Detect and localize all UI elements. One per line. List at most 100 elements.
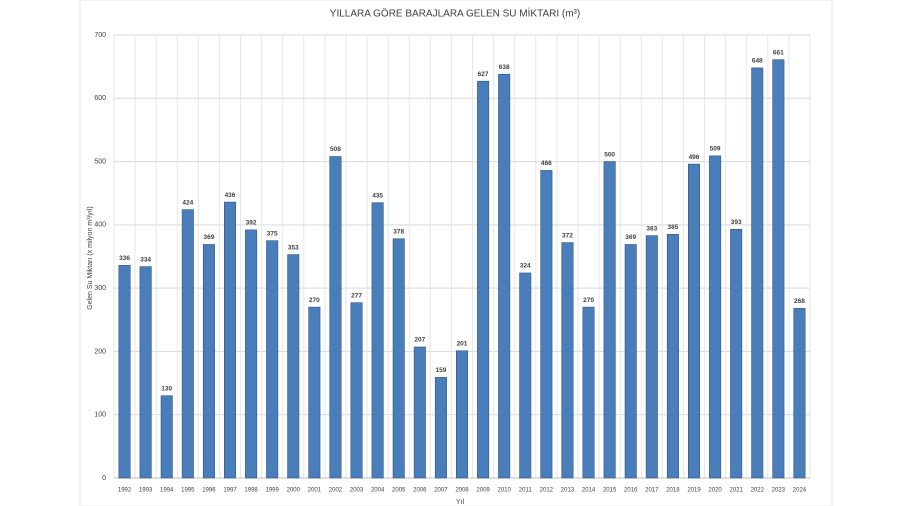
x-tick-label: 2011 [519,488,533,494]
data-label: 207 [414,337,425,344]
data-label: 353 [288,244,299,251]
x-tick-label: 2003 [350,488,364,494]
data-label: 627 [478,71,489,78]
bar [477,80,490,479]
data-label: 496 [689,154,700,161]
x-tick-label: 1992 [118,488,132,494]
bar [540,170,553,479]
bar [434,377,447,479]
x-tick-label: 2002 [329,488,343,494]
x-axis-label: Yıl [456,499,465,506]
bar [561,242,574,479]
data-label: 385 [667,224,678,231]
data-label: 509 [710,146,721,153]
bar [519,272,532,479]
x-tick-label: 2009 [476,488,490,494]
y-tick-label: 500 [94,158,106,165]
x-tick-label: 2007 [434,488,448,494]
bar [793,308,806,479]
bar [245,229,258,479]
x-tick-label: 2017 [645,488,659,494]
x-tick-label: 2024 [793,488,807,494]
bar [498,73,511,479]
bar [118,265,131,479]
bar [202,244,215,479]
data-label: 378 [393,228,404,235]
bar [772,59,785,479]
data-label: 375 [267,230,278,237]
bar [666,234,679,479]
bar [308,306,321,479]
bar [751,67,764,479]
data-label: 369 [203,234,214,241]
y-tick-label: 0 [102,475,106,482]
x-tick-label: 2000 [287,488,301,494]
bar [139,266,152,479]
data-label: 383 [646,225,657,232]
bar [582,306,595,479]
x-tick-label: 2001 [308,488,322,494]
y-tick-label: 600 [94,95,106,102]
bar [350,302,363,479]
bar [624,244,637,479]
x-tick-label: 1993 [139,488,153,494]
data-label: 486 [541,160,552,167]
x-tick-label: 2019 [687,488,701,494]
bar [413,346,426,479]
x-tick-label: 1998 [244,488,258,494]
x-tick-label: 2004 [371,488,385,494]
x-tick-label: 1996 [202,488,216,494]
bar [730,228,743,479]
data-label: 372 [562,232,573,239]
data-label: 638 [499,64,510,71]
x-tick-label: 2014 [582,488,596,494]
bar [224,201,236,479]
x-tick-label: 2012 [540,488,554,494]
bar [181,209,194,479]
x-tick-label: 1994 [160,488,174,494]
bar [456,350,468,479]
x-tick-label: 1999 [266,488,280,494]
data-label: 277 [351,292,362,299]
data-label: 324 [520,263,531,270]
bar [266,240,279,479]
bar [329,156,342,479]
data-label: 334 [140,256,151,263]
data-label: 661 [773,49,784,56]
x-tick-label: 2020 [708,488,722,494]
data-label: 436 [225,192,236,199]
x-tick-label: 2010 [498,488,512,494]
x-tick-label: 2013 [561,488,575,494]
x-tick-label: 2015 [603,488,617,494]
x-tick-label: 2021 [730,488,744,494]
data-label: 369 [625,234,636,241]
data-label: 393 [731,219,742,226]
x-tick-label: 1997 [223,488,237,494]
bar [645,235,658,479]
x-tick-label: 2008 [455,488,469,494]
data-label: 508 [330,146,341,153]
data-label: 270 [583,297,594,304]
y-tick-label: 300 [94,285,106,292]
y-tick-label: 400 [94,222,106,229]
x-tick-label: 2006 [413,488,427,494]
data-label: 270 [309,297,320,304]
chart-title: YILLARA GÖRE BARAJLARA GELEN SU MİKTARI … [330,7,580,20]
y-tick-label: 200 [94,348,106,355]
x-tick-label: 2023 [772,488,786,494]
data-label: 130 [161,385,172,392]
bar [603,161,616,479]
bar [709,155,722,479]
x-tick-label: 2022 [751,488,765,494]
x-tick-label: 2016 [624,488,638,494]
data-label: 268 [794,298,805,305]
x-tick-label: 2005 [392,488,406,494]
data-label: 648 [752,58,763,65]
data-label: 392 [246,220,257,227]
data-label: 435 [372,192,383,199]
x-tick-label: 2018 [666,488,680,494]
bar [287,254,300,479]
y-tick-label: 100 [94,412,106,419]
data-label: 336 [119,255,130,262]
